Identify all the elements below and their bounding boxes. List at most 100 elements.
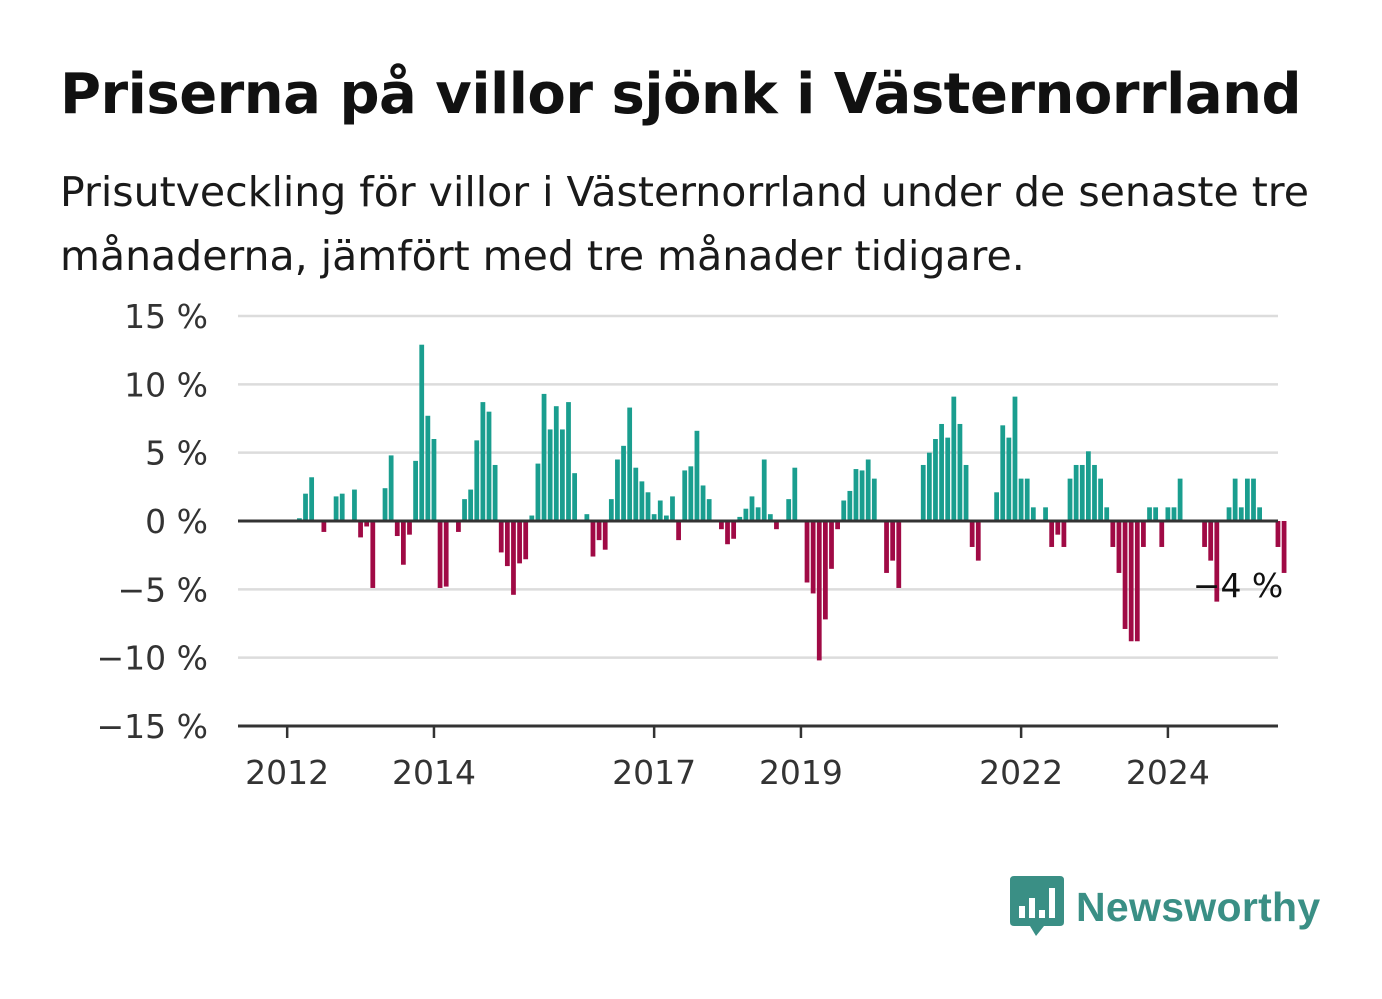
bar xyxy=(1043,507,1048,521)
bar xyxy=(1214,521,1220,602)
bar xyxy=(602,521,608,550)
bar xyxy=(951,396,957,521)
bars xyxy=(297,344,1287,661)
bar xyxy=(1244,478,1250,521)
x-tick-label: 2022 xyxy=(979,753,1063,792)
bar xyxy=(657,500,663,521)
bar xyxy=(358,521,363,538)
chart-subtitle: Prisutveckling för villor i Västernorrla… xyxy=(60,168,1309,280)
bar xyxy=(608,499,614,521)
bar xyxy=(517,521,522,564)
bar xyxy=(394,521,400,537)
bar xyxy=(1030,507,1036,521)
y-axis-ticks: 15 % 10 % 5 % 0 % −5 % −10 % −15 % xyxy=(97,297,209,746)
bar xyxy=(352,489,357,521)
bar xyxy=(957,423,963,521)
bar xyxy=(670,496,675,521)
bar xyxy=(413,460,418,521)
bar xyxy=(425,415,431,521)
bar xyxy=(682,470,688,521)
bar xyxy=(1061,521,1067,547)
bar xyxy=(474,440,480,521)
bar xyxy=(859,470,865,521)
bar xyxy=(663,515,669,521)
bar xyxy=(676,521,681,541)
bar xyxy=(700,485,706,521)
bar xyxy=(535,463,541,521)
bar xyxy=(1153,507,1159,521)
annotations: −4 % xyxy=(1193,566,1284,605)
bar xyxy=(1159,521,1165,547)
bar xyxy=(615,459,620,521)
bar xyxy=(480,402,486,521)
bar xyxy=(639,481,645,521)
bar xyxy=(382,488,388,521)
bar xyxy=(884,521,889,573)
bar xyxy=(590,521,596,557)
bar xyxy=(1079,464,1085,521)
bar xyxy=(492,464,498,521)
bar xyxy=(896,521,902,588)
x-tick-label: 2014 xyxy=(392,753,476,792)
bar xyxy=(755,507,761,521)
bar xyxy=(627,407,633,521)
x-axis-ticks: 2012 2014 2017 2019 2022 2024 xyxy=(245,726,1210,792)
bar-chart: 15 %10 %5 %0 %−5 %−10 %−15 % 2012 2014 201… xyxy=(97,297,1287,792)
bar xyxy=(1024,478,1030,521)
bar xyxy=(933,439,938,521)
bar xyxy=(437,521,443,588)
bar xyxy=(1171,507,1177,521)
bar xyxy=(1110,521,1116,547)
bar xyxy=(1092,464,1097,521)
y-tick-label: −5 % xyxy=(118,570,209,609)
bar xyxy=(890,521,896,561)
bar xyxy=(994,492,1000,521)
axes xyxy=(238,519,1278,728)
bar xyxy=(419,344,425,521)
bar xyxy=(1049,521,1055,547)
bar xyxy=(1251,478,1256,521)
bar xyxy=(1177,478,1183,521)
bar xyxy=(431,439,437,521)
bar xyxy=(1147,507,1152,521)
bar xyxy=(529,515,535,521)
bar xyxy=(541,393,547,521)
bar xyxy=(1202,521,1207,547)
bar xyxy=(621,445,626,521)
bar xyxy=(969,521,975,547)
bar xyxy=(816,521,822,661)
bar xyxy=(1073,464,1079,521)
brand-name: Newsworthy xyxy=(1076,883,1321,930)
x-tick-label: 2019 xyxy=(759,753,843,792)
bar xyxy=(333,496,339,521)
bar xyxy=(1134,521,1140,642)
y-tick-label: −10 % xyxy=(97,639,209,678)
bar xyxy=(1012,396,1018,521)
bar xyxy=(767,514,773,521)
bar xyxy=(504,521,510,567)
brand: Newsworthy xyxy=(1010,876,1321,938)
bar xyxy=(737,516,743,521)
y-tick-label: 5 % xyxy=(145,434,208,473)
bar xyxy=(926,452,932,521)
bar xyxy=(1128,521,1134,642)
bar xyxy=(939,423,944,521)
value-annotation: −4 % xyxy=(1193,566,1284,605)
gridlines xyxy=(238,314,1278,659)
bar xyxy=(498,521,504,553)
newsworthy-chart-bubble-icon xyxy=(1010,876,1064,936)
bar xyxy=(1055,521,1061,535)
bar xyxy=(829,521,834,569)
bar xyxy=(560,429,565,521)
bar xyxy=(963,464,969,521)
bar xyxy=(1098,478,1103,521)
bar xyxy=(486,411,492,521)
bar xyxy=(1104,507,1110,521)
chart-title: Priserna på villor sjönk i Västernorrlan… xyxy=(60,62,1302,127)
bar xyxy=(1122,521,1128,629)
bar xyxy=(871,478,877,521)
bar xyxy=(792,467,798,521)
bar xyxy=(835,521,840,530)
bar xyxy=(596,521,602,541)
x-tick-label: 2012 xyxy=(245,753,329,792)
